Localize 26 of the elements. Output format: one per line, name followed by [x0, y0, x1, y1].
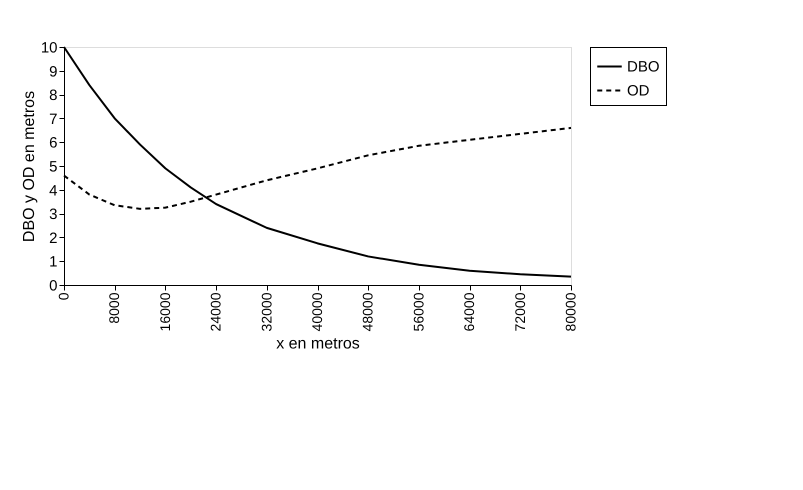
x-tick-label: 32000: [258, 292, 274, 332]
x-tick-label: 72000: [512, 292, 528, 332]
x-axis-title: x en metros: [276, 335, 360, 352]
y-tick-label: 0: [49, 278, 58, 294]
y-tick-label: 7: [49, 110, 58, 128]
legend-label: DBO: [627, 58, 660, 76]
x-tick-label: 56000: [410, 292, 426, 332]
y-tick-label: 2: [49, 230, 58, 247]
x-tick-label: 24000: [208, 292, 224, 332]
y-tick-label: 8: [49, 87, 58, 104]
x-tick-label: 0: [56, 292, 72, 300]
x-tick-label: 80000: [562, 292, 578, 332]
x-tick-label: 8000: [106, 292, 122, 324]
x-tick-label: 16000: [156, 292, 173, 332]
y-tick-label: 4: [49, 182, 58, 200]
y-axis-title: DBO y OD en metros: [20, 90, 38, 242]
y-tick-label: 3: [49, 206, 58, 224]
x-tick-label: 40000: [309, 292, 325, 332]
y-tick-label: 6: [49, 134, 58, 152]
y-tick-label: 1: [49, 254, 58, 271]
legend-label: OD: [627, 82, 650, 100]
y-tick-label: 10: [40, 40, 58, 56]
y-tick-label: 9: [49, 63, 58, 80]
y-tick-label: 5: [49, 158, 58, 176]
x-tick-label: 64000: [461, 292, 478, 332]
x-tick-label: 48000: [360, 292, 376, 332]
